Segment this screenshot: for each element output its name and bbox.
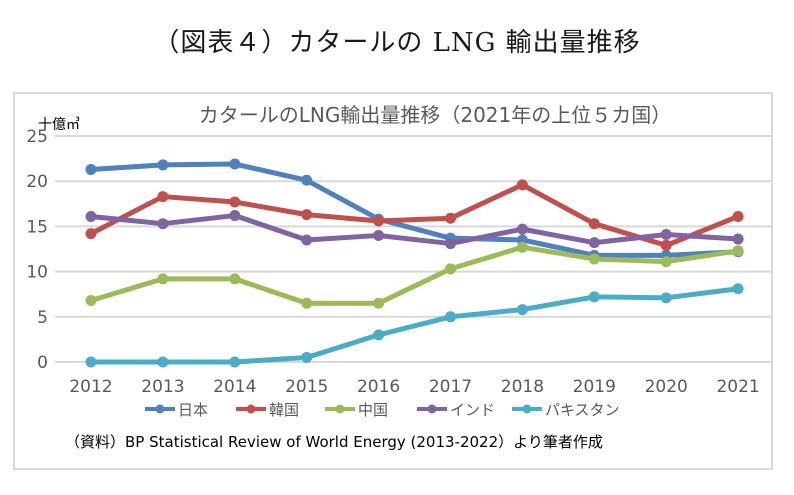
data-point (516, 179, 528, 191)
series-インド (85, 210, 744, 250)
y-axis-ticks: 0 5 10 15 20 25 (26, 127, 48, 373)
data-point (229, 356, 241, 368)
x-tick-label: 2021 (716, 377, 759, 397)
x-tick-label: 2014 (213, 377, 256, 397)
x-tick-label: 2013 (141, 377, 184, 397)
data-point (588, 218, 600, 230)
legend-swatch-marker (335, 404, 345, 414)
data-point (85, 163, 97, 175)
data-point (301, 351, 313, 363)
source-note: （資料）BP Statistical Review of World Energ… (65, 433, 603, 451)
legend-swatch-marker (427, 404, 437, 414)
data-point (373, 329, 385, 341)
data-point (85, 228, 97, 240)
data-point (445, 263, 456, 275)
y-axis-unit-label: 十億㎥ (38, 117, 80, 133)
data-point (301, 174, 313, 186)
data-point (732, 233, 744, 245)
legend-label: インド (450, 401, 495, 419)
data-point (732, 245, 744, 257)
legend-swatch-marker (246, 404, 256, 414)
legend-item: 日本 (145, 401, 208, 419)
legend-label: パキスタン (545, 401, 620, 419)
data-point (229, 196, 241, 208)
data-point (732, 283, 744, 295)
data-point (516, 241, 528, 253)
data-point (660, 292, 672, 304)
data-point (588, 237, 600, 249)
data-point (301, 209, 313, 221)
data-point (660, 229, 672, 241)
y-tick-label: 0 (37, 353, 48, 373)
y-tick-label: 10 (26, 263, 48, 283)
series-line (88, 213, 741, 247)
data-point (229, 158, 241, 170)
legend-item: 中国 (325, 401, 388, 419)
x-tick-label: 2017 (429, 377, 472, 397)
data-point (373, 229, 385, 241)
y-tick-label: 5 (37, 308, 48, 328)
series-line (88, 244, 741, 306)
data-point (660, 256, 672, 268)
series-line (88, 182, 741, 248)
data-point (157, 159, 169, 171)
series-中国 (85, 241, 744, 309)
data-point (85, 210, 97, 222)
series-group (85, 158, 744, 368)
data-point (445, 238, 456, 250)
series-line (88, 161, 741, 258)
series-パキスタン (85, 283, 744, 368)
chart-frame (13, 92, 773, 470)
legend-label: 日本 (178, 401, 208, 419)
data-point (301, 297, 313, 309)
data-point (157, 273, 169, 285)
data-point (660, 239, 672, 251)
legend-label: 韓国 (269, 401, 299, 419)
legend-label: 中国 (358, 401, 388, 419)
x-tick-label: 2018 (501, 377, 544, 397)
x-axis-ticks: 2012 2013 2014 2015 2016 2017 2018 2019 2020 2021 (69, 377, 759, 397)
legend-swatch-marker (155, 404, 165, 414)
data-point (516, 223, 528, 235)
legend-item: 韓国 (236, 401, 299, 419)
data-point (445, 311, 456, 323)
legend: 日本 韓国 中国 インド パキスタン (145, 401, 620, 419)
y-tick-label: 20 (26, 172, 48, 192)
data-point (85, 295, 97, 307)
data-point (229, 210, 241, 222)
data-point (373, 215, 385, 227)
y-tick-label: 25 (26, 127, 48, 147)
data-point (588, 291, 600, 303)
legend-item: パキスタン (512, 401, 620, 419)
series-韓国 (85, 179, 744, 251)
page-title: （図表４）カタールの LNG 輸出量推移 (153, 28, 641, 58)
data-point (301, 234, 313, 246)
x-tick-label: 2020 (645, 377, 688, 397)
series-日本 (85, 158, 744, 261)
x-tick-label: 2016 (357, 377, 400, 397)
legend-item: インド (417, 401, 495, 419)
data-point (229, 273, 241, 285)
x-tick-label: 2015 (285, 377, 328, 397)
x-tick-label: 2012 (69, 377, 112, 397)
y-tick-label: 15 (26, 217, 48, 237)
data-point (157, 356, 169, 368)
legend-swatch-marker (522, 404, 532, 414)
series-line (88, 286, 741, 365)
chart-title: カタールのLNG輸出量推移（2021年の上位５カ国） (199, 103, 672, 127)
data-point (85, 356, 97, 368)
data-point (516, 304, 528, 316)
data-point (157, 191, 169, 203)
data-point (157, 218, 169, 230)
x-tick-label: 2019 (573, 377, 616, 397)
data-point (588, 253, 600, 265)
data-point (732, 210, 744, 222)
data-point (373, 297, 385, 309)
data-point (445, 212, 456, 224)
